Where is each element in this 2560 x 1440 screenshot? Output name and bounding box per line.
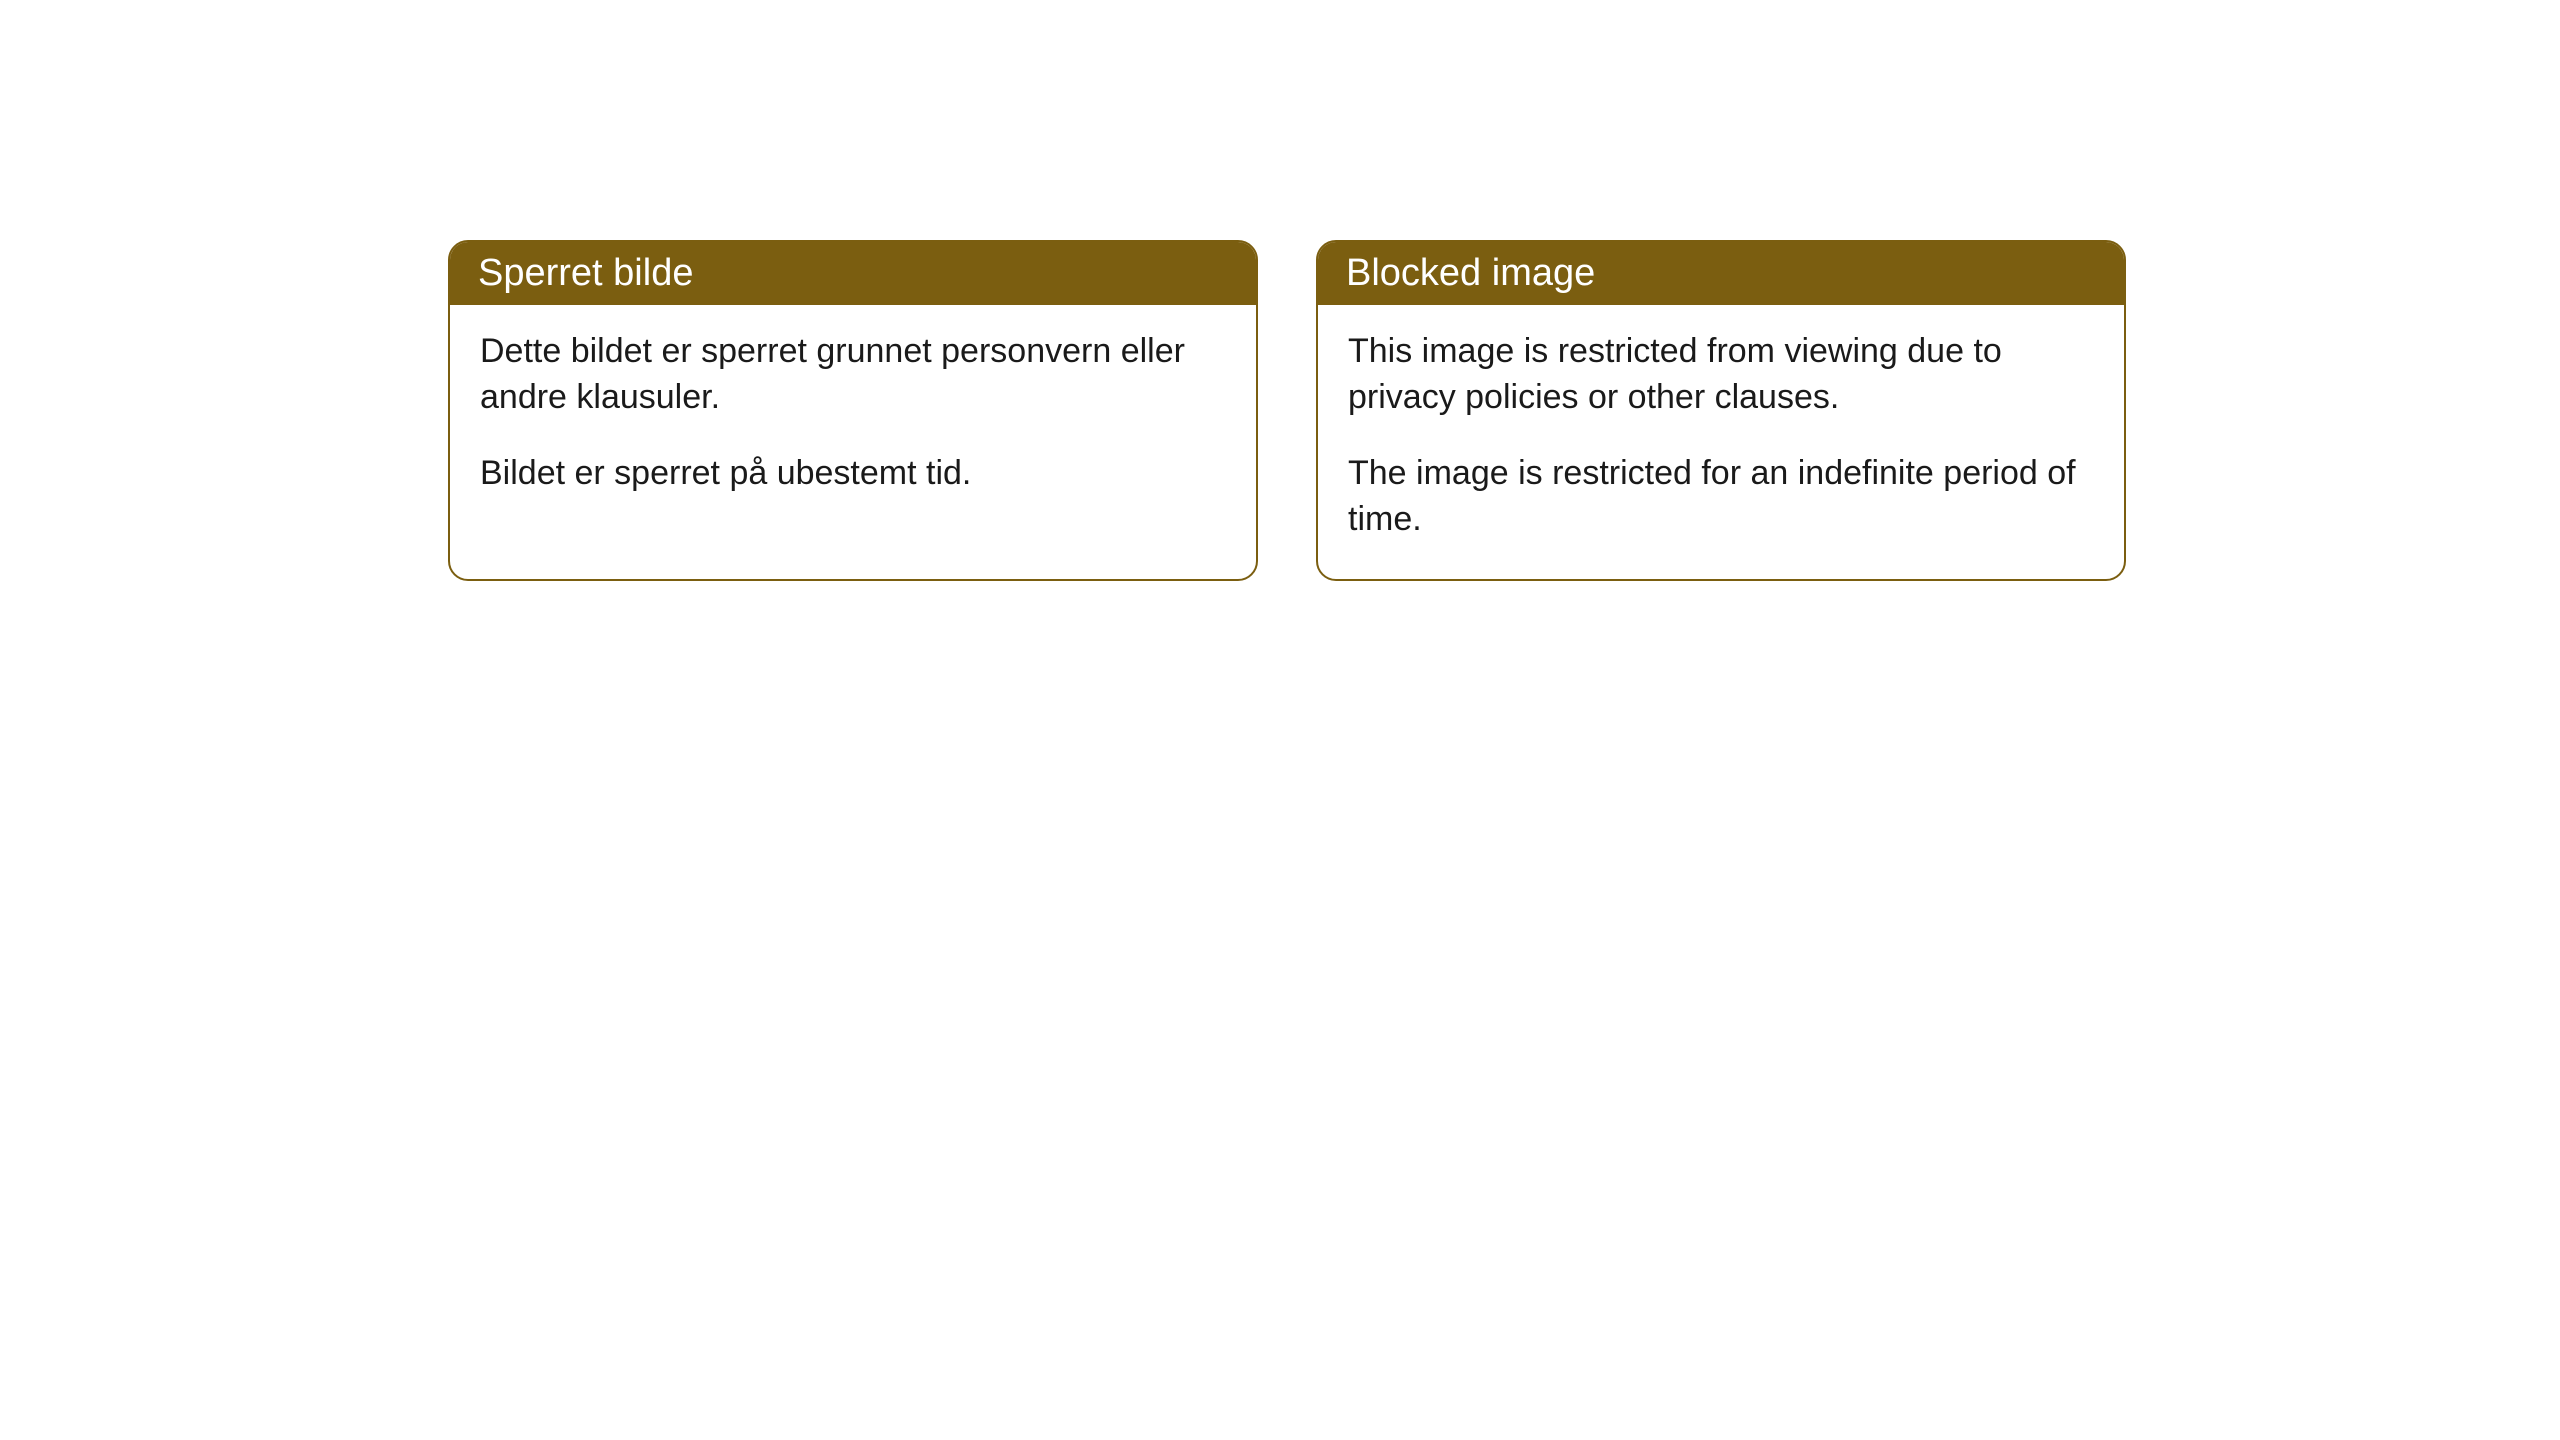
blocked-image-card-english: Blocked image This image is restricted f… — [1316, 240, 2126, 581]
cards-container: Sperret bilde Dette bildet er sperret gr… — [448, 240, 2560, 581]
card-title: Sperret bilde — [478, 252, 693, 294]
card-body: This image is restricted from viewing du… — [1318, 305, 2124, 579]
card-body: Dette bildet er sperret grunnet personve… — [450, 305, 1256, 533]
card-title: Blocked image — [1346, 252, 1595, 294]
card-paragraph: This image is restricted from viewing du… — [1348, 329, 2094, 421]
card-paragraph: Bildet er sperret på ubestemt tid. — [480, 451, 1226, 497]
card-paragraph: Dette bildet er sperret grunnet personve… — [480, 329, 1226, 421]
card-header: Blocked image — [1318, 242, 2124, 305]
card-paragraph: The image is restricted for an indefinit… — [1348, 451, 2094, 543]
blocked-image-card-norwegian: Sperret bilde Dette bildet er sperret gr… — [448, 240, 1258, 581]
card-header: Sperret bilde — [450, 242, 1256, 305]
